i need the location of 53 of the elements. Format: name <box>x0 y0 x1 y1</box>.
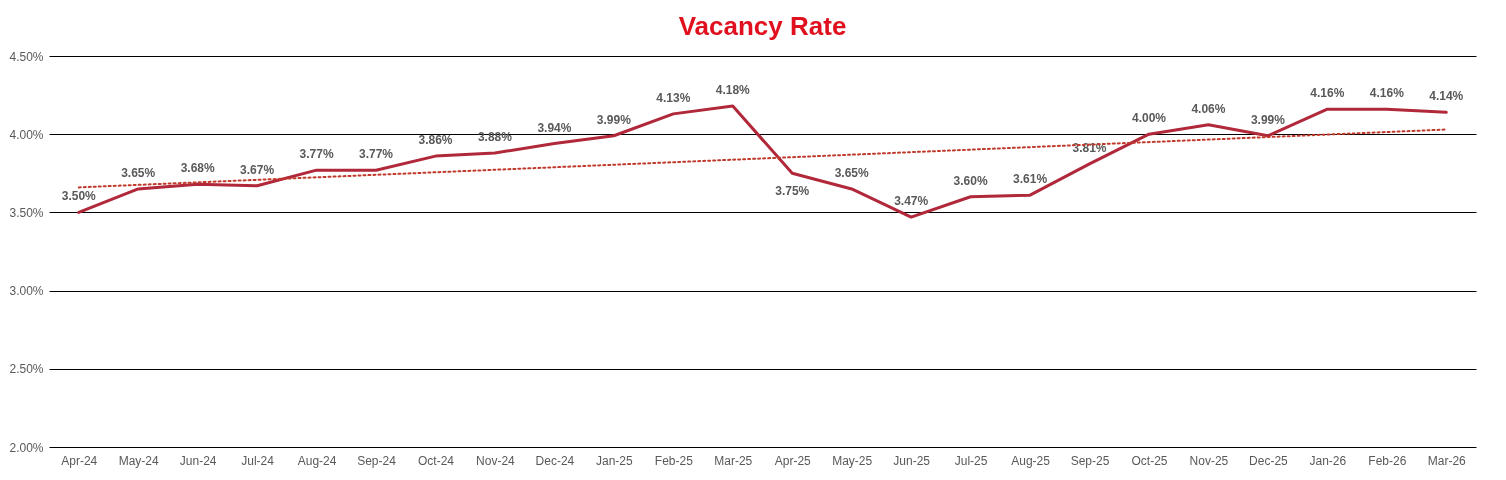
data-label: 4.14% <box>1429 89 1464 104</box>
x-tick-label: May-24 <box>118 453 160 468</box>
data-label: 3.68% <box>180 161 215 176</box>
data-label: 3.65% <box>834 165 870 180</box>
data-label: 4.16% <box>1310 86 1345 101</box>
x-tick-label: May-25 <box>832 453 873 468</box>
data-label: 4.18% <box>715 83 751 98</box>
x-tick-label: Oct-25 <box>1131 453 1168 468</box>
chart-title: Vacancy Rate <box>678 11 847 41</box>
x-tick-label: Mar-26 <box>1427 453 1467 468</box>
data-label: 3.60% <box>953 173 988 188</box>
x-tick-label: Apr-24 <box>61 453 98 468</box>
y-tick-label: 4.50% <box>9 49 44 64</box>
data-label: 3.50% <box>61 189 97 204</box>
x-tick-label: Jul-24 <box>241 453 275 468</box>
x-tick-label: Nov-25 <box>1189 453 1229 468</box>
x-tick-label: Dec-25 <box>1249 453 1289 468</box>
data-label: 3.61% <box>1013 172 1048 187</box>
x-tick-label: Aug-24 <box>297 453 337 468</box>
data-label: 3.77% <box>299 147 334 162</box>
data-label: 4.06% <box>1191 101 1226 116</box>
x-tick-label: Mar-25 <box>714 453 753 468</box>
y-tick-label: 3.00% <box>9 284 44 299</box>
x-tick-label: Feb-25 <box>654 453 694 468</box>
x-tick-label: Apr-25 <box>774 453 812 468</box>
x-tick-label: Oct-24 <box>417 453 455 468</box>
x-tick-label: Jan-25 <box>596 453 634 468</box>
data-label: 4.13% <box>656 90 691 105</box>
x-tick-label: Jun-24 <box>179 453 217 468</box>
x-tick-label: Jan-26 <box>1309 453 1347 468</box>
data-label: 3.94% <box>537 120 572 135</box>
data-label: 3.99% <box>1250 112 1286 127</box>
data-label: 4.00% <box>1131 111 1167 126</box>
y-tick-label: 2.50% <box>9 362 44 377</box>
x-tick-label: Dec-24 <box>535 453 575 468</box>
data-label: 3.75% <box>775 184 810 199</box>
data-label: 4.16% <box>1369 86 1405 101</box>
data-label: 3.65% <box>121 165 156 180</box>
y-tick-label: 2.00% <box>9 440 44 455</box>
x-tick-label: Jun-25 <box>893 453 931 468</box>
data-label: 3.86% <box>418 133 453 148</box>
data-label: 3.67% <box>240 162 275 177</box>
data-label: 3.47% <box>894 194 929 209</box>
x-tick-label: Feb-26 <box>1368 453 1407 468</box>
x-tick-label: Jul-25 <box>954 453 988 468</box>
x-tick-label: Sep-25 <box>1070 453 1110 468</box>
data-label: 3.99% <box>596 112 632 127</box>
x-tick-label: Aug-25 <box>1011 453 1051 468</box>
x-tick-label: Sep-24 <box>357 453 397 468</box>
x-tick-label: Nov-24 <box>476 453 516 468</box>
data-label: 3.77% <box>359 147 394 162</box>
y-tick-label: 3.50% <box>9 205 44 220</box>
y-tick-label: 4.00% <box>9 127 44 142</box>
